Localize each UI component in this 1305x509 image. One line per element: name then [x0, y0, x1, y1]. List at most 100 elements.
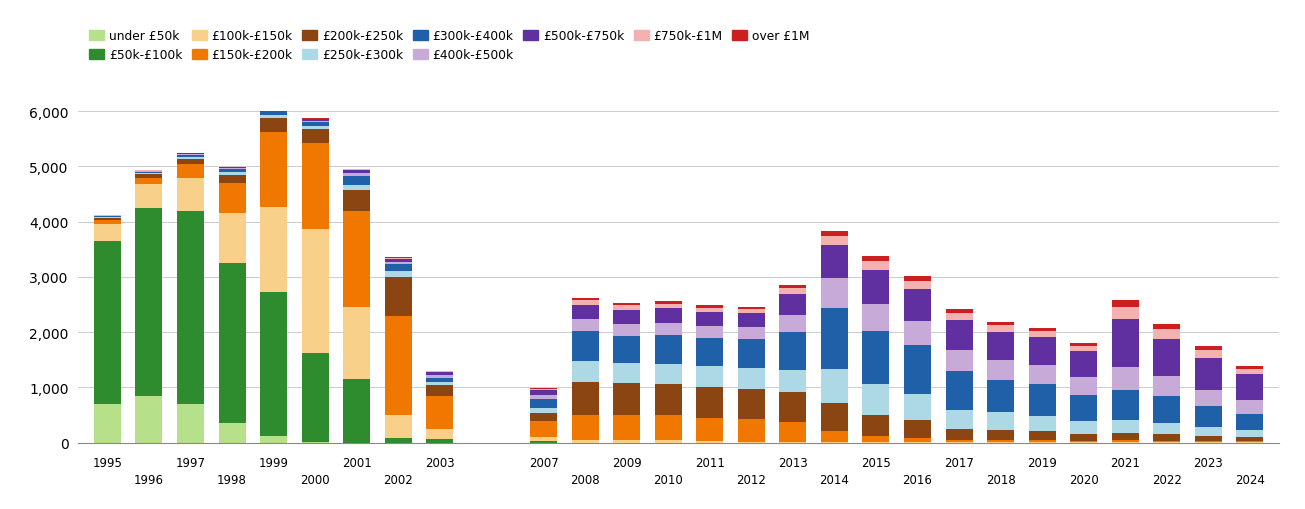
Bar	[655, 364, 681, 384]
Bar	[1112, 367, 1139, 390]
Bar	[697, 312, 723, 326]
Bar	[1195, 441, 1221, 442]
Text: 2009: 2009	[612, 456, 642, 469]
Bar	[1112, 433, 1139, 440]
Bar	[1112, 440, 1139, 442]
Bar	[779, 392, 806, 422]
Bar	[260, 108, 287, 109]
Bar	[821, 278, 848, 309]
Bar	[737, 419, 765, 442]
Bar	[863, 436, 890, 442]
Bar	[613, 336, 641, 363]
Bar	[863, 262, 890, 271]
Bar	[987, 380, 1014, 412]
Bar	[1112, 300, 1139, 307]
Bar	[697, 308, 723, 312]
Bar	[613, 363, 641, 383]
Bar	[1154, 324, 1180, 329]
Bar	[946, 372, 972, 410]
Bar	[218, 169, 245, 170]
Bar	[1028, 365, 1056, 384]
Bar	[260, 436, 287, 443]
Bar	[136, 178, 162, 185]
Bar	[655, 440, 681, 443]
Bar	[987, 412, 1014, 430]
Bar	[613, 303, 641, 305]
Bar	[904, 277, 930, 281]
Bar	[530, 399, 557, 409]
Bar	[821, 236, 848, 245]
Bar	[904, 346, 930, 394]
Bar	[301, 120, 329, 121]
Text: 2001: 2001	[342, 456, 372, 469]
Bar	[177, 404, 204, 443]
Bar	[1070, 441, 1098, 442]
Bar	[613, 310, 641, 324]
Bar	[655, 302, 681, 304]
Bar	[530, 388, 557, 389]
Legend: under £50k, £50k-£100k, £100k-£150k, £150k-£200k, £200k-£250k, £250k-£300k, £300: under £50k, £50k-£100k, £100k-£150k, £15…	[85, 25, 814, 67]
Bar	[1154, 434, 1180, 441]
Text: 1996: 1996	[134, 472, 164, 486]
Bar	[1154, 329, 1180, 339]
Bar	[572, 362, 599, 382]
Bar	[904, 442, 930, 443]
Bar	[613, 383, 641, 415]
Text: 1999: 1999	[258, 456, 288, 469]
Text: 1997: 1997	[175, 456, 205, 469]
Bar	[260, 109, 287, 110]
Bar	[821, 309, 848, 370]
Bar	[987, 322, 1014, 326]
Bar	[343, 211, 371, 308]
Bar	[697, 305, 723, 308]
Bar	[613, 415, 641, 440]
Bar	[94, 242, 121, 404]
Bar	[301, 123, 329, 127]
Bar	[572, 300, 599, 305]
Bar	[260, 133, 287, 207]
Bar	[136, 174, 162, 175]
Bar	[1154, 441, 1180, 442]
Bar	[260, 111, 287, 115]
Bar	[385, 438, 411, 443]
Bar	[343, 174, 371, 177]
Bar	[904, 322, 930, 346]
Bar	[94, 218, 121, 220]
Bar	[946, 440, 972, 442]
Bar	[737, 442, 765, 443]
Bar	[946, 350, 972, 372]
Bar	[301, 144, 329, 230]
Bar	[1236, 401, 1263, 414]
Bar	[655, 415, 681, 440]
Bar	[572, 415, 599, 440]
Bar	[821, 431, 848, 442]
Text: 2014: 2014	[820, 472, 850, 486]
Bar	[1070, 395, 1098, 421]
Bar	[737, 328, 765, 339]
Bar	[737, 339, 765, 368]
Bar	[1028, 332, 1056, 338]
Bar	[821, 232, 848, 236]
Text: 2003: 2003	[425, 456, 454, 469]
Bar	[218, 168, 245, 169]
Bar	[1195, 358, 1221, 390]
Bar	[987, 360, 1014, 380]
Bar	[427, 383, 453, 385]
Bar	[863, 331, 890, 384]
Bar	[301, 442, 329, 443]
Bar	[1195, 346, 1221, 350]
Bar	[343, 171, 371, 174]
Bar	[863, 257, 890, 262]
Bar	[697, 366, 723, 387]
Bar	[260, 119, 287, 133]
Bar	[1070, 346, 1098, 352]
Bar	[1195, 350, 1221, 358]
Bar	[779, 442, 806, 443]
Bar	[385, 265, 411, 272]
Bar	[218, 184, 245, 214]
Bar	[904, 420, 930, 438]
Text: 2000: 2000	[300, 472, 330, 486]
Bar	[530, 390, 557, 395]
Bar	[385, 262, 411, 265]
Bar	[177, 157, 204, 159]
